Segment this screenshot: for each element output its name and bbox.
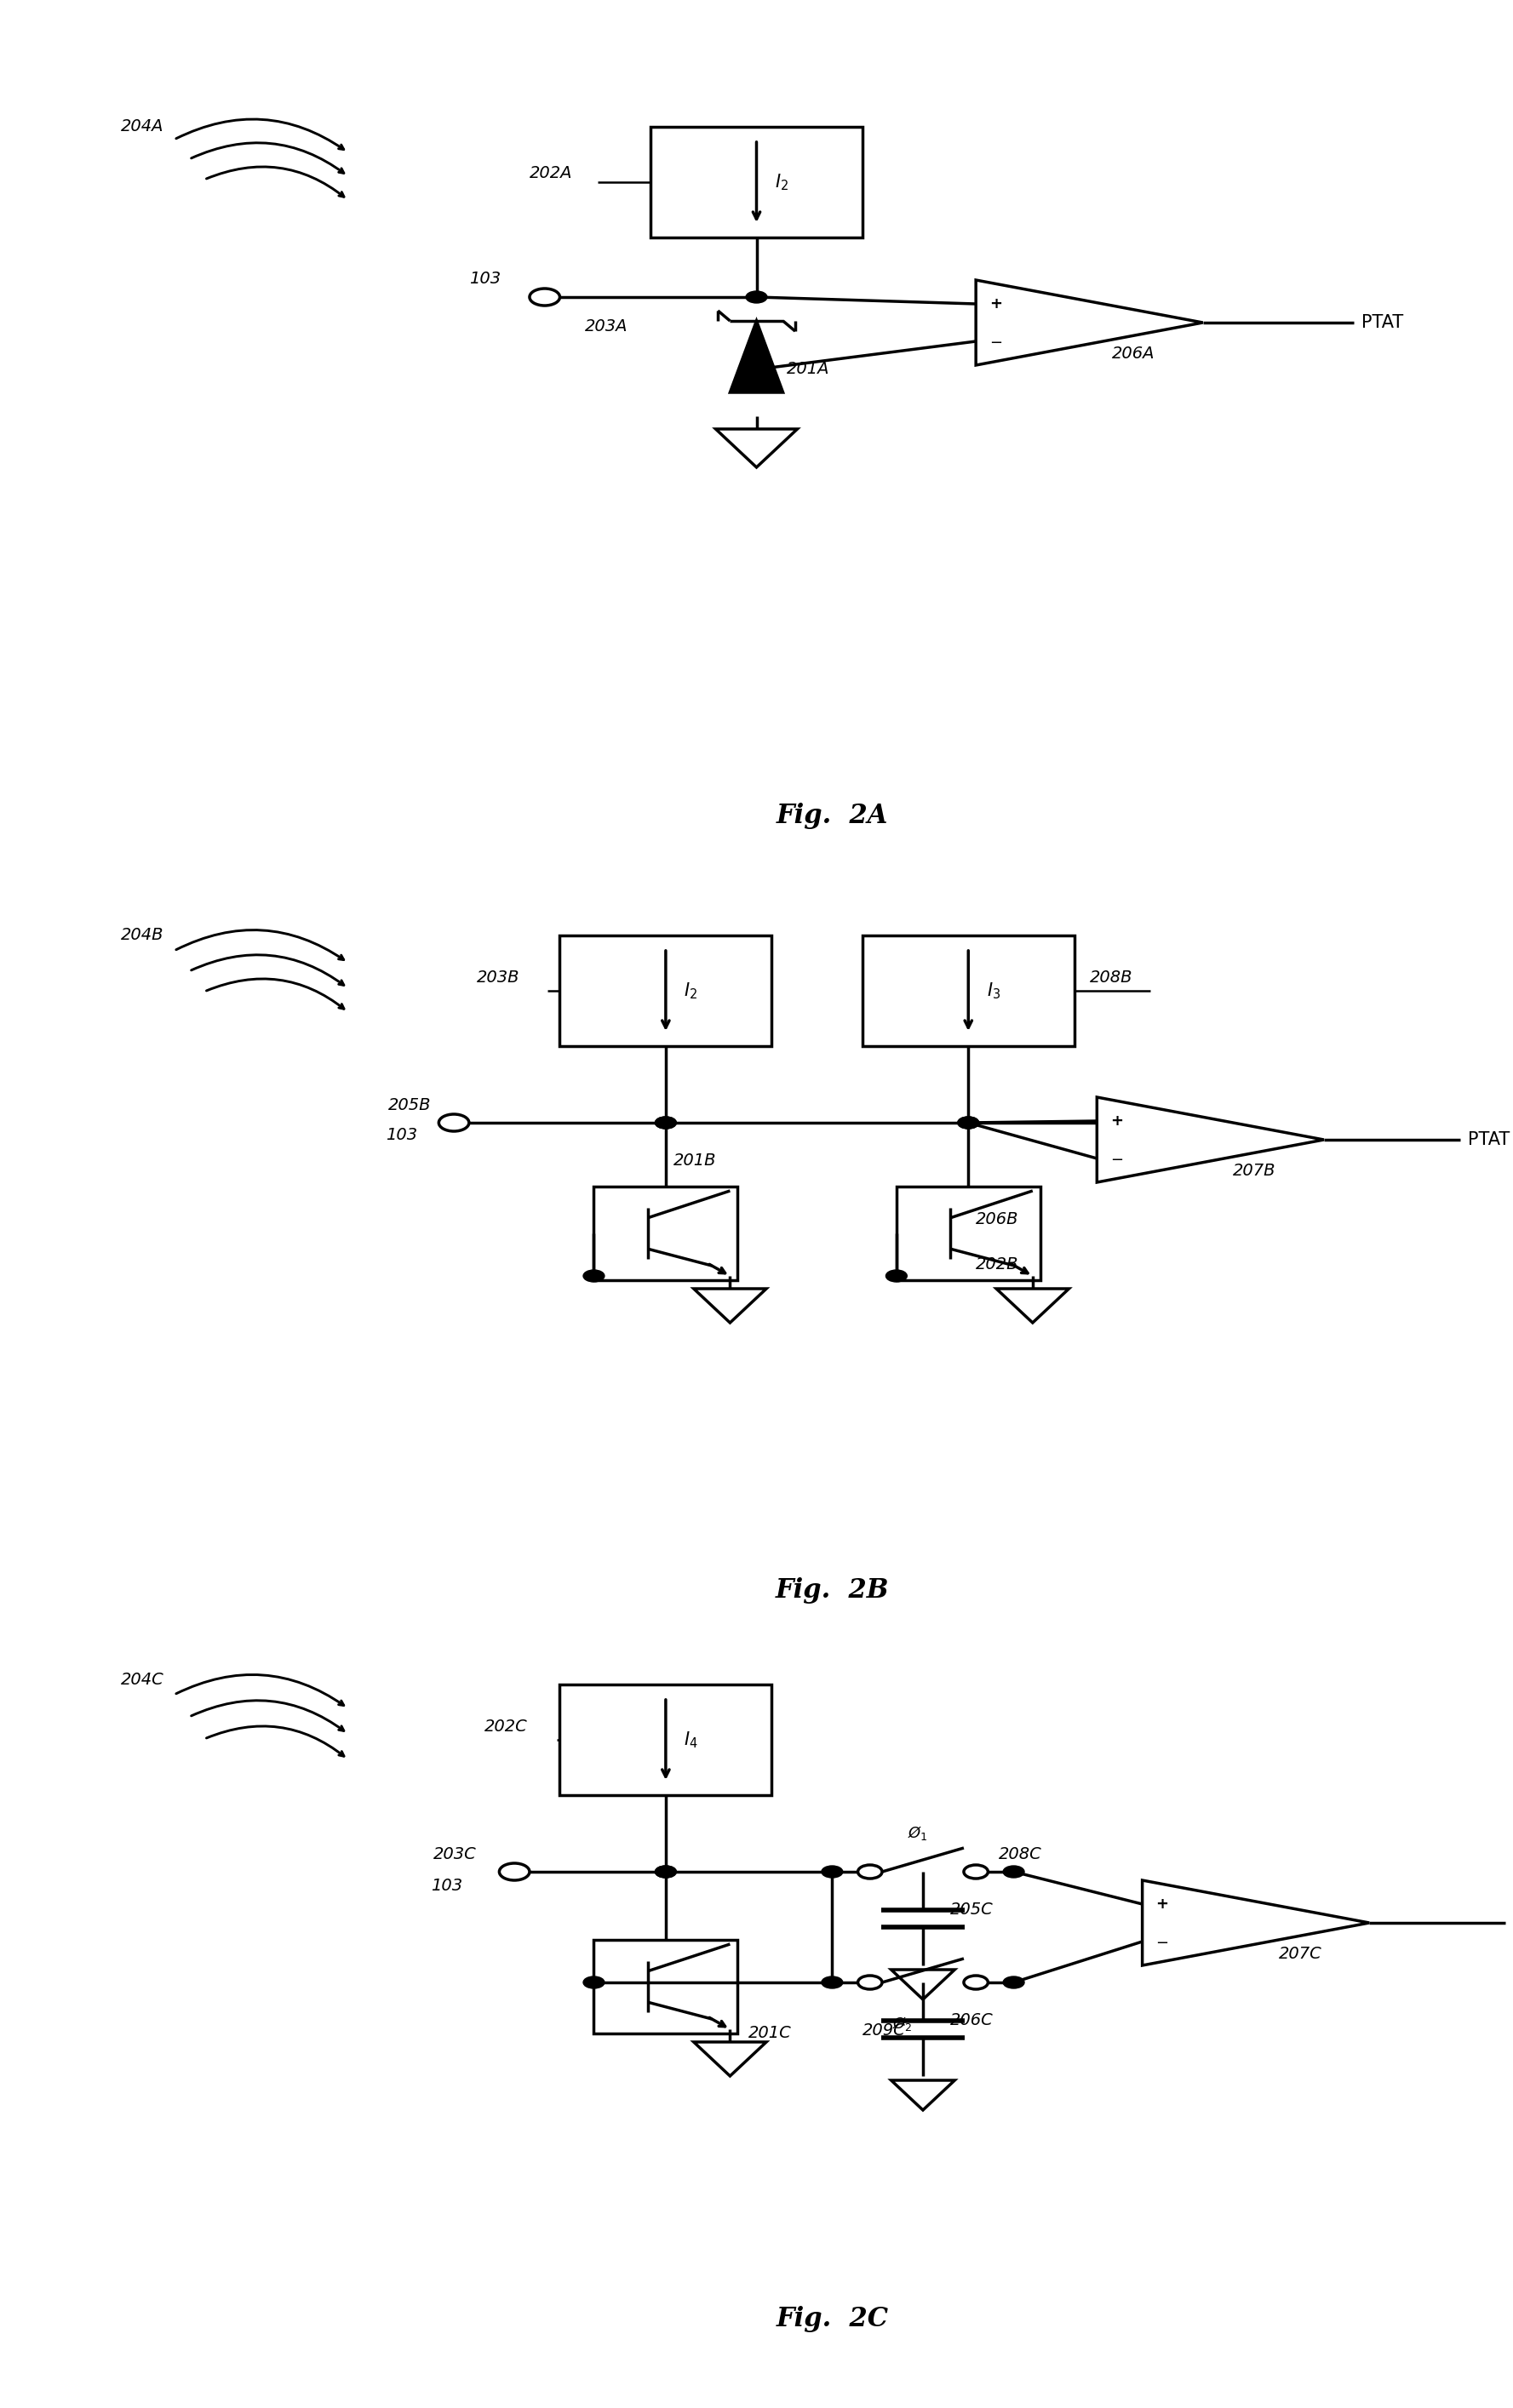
Text: 103: 103 — [431, 1878, 463, 1893]
Text: $Ø_1$: $Ø_1$ — [908, 1825, 927, 1842]
Circle shape — [887, 1269, 908, 1281]
Text: 208C: 208C — [999, 1847, 1042, 1861]
Bar — [651, 128, 862, 238]
Circle shape — [655, 1866, 676, 1878]
Circle shape — [655, 1866, 676, 1878]
Text: $Ø_2$: $Ø_2$ — [893, 2015, 912, 2032]
Circle shape — [958, 1117, 979, 1129]
Text: +: + — [990, 296, 1002, 311]
Text: 202A: 202A — [530, 166, 572, 181]
Text: Fig.  2C: Fig. 2C — [776, 2304, 888, 2331]
Text: 206C: 206C — [950, 2013, 994, 2028]
Text: 205B: 205B — [389, 1098, 431, 1112]
Bar — [560, 1686, 772, 1794]
Text: 208B: 208B — [1089, 970, 1132, 985]
Text: 203A: 203A — [586, 318, 628, 335]
Text: 206B: 206B — [976, 1211, 1018, 1228]
Text: 103: 103 — [386, 1127, 418, 1144]
Circle shape — [1003, 1866, 1024, 1878]
Bar — [560, 934, 772, 1045]
Text: $I_2$: $I_2$ — [775, 171, 788, 193]
Circle shape — [584, 1269, 605, 1281]
Circle shape — [746, 291, 767, 303]
Text: PTAT: PTAT — [1468, 1132, 1510, 1149]
Bar — [595, 1187, 738, 1281]
Circle shape — [655, 1117, 676, 1129]
Text: $I_2$: $I_2$ — [684, 980, 697, 1002]
Text: 103: 103 — [469, 270, 501, 287]
Text: 209C: 209C — [862, 2023, 906, 2040]
Text: 206A: 206A — [1112, 347, 1154, 361]
Text: 203B: 203B — [477, 970, 519, 985]
Circle shape — [1003, 1977, 1024, 1989]
Bar — [595, 1941, 738, 2032]
Text: Fig.  2A: Fig. 2A — [776, 804, 888, 828]
Text: 201A: 201A — [787, 361, 829, 378]
Circle shape — [822, 1866, 843, 1878]
Circle shape — [584, 1977, 605, 1989]
Text: $-$: $-$ — [1111, 1151, 1123, 1165]
Polygon shape — [731, 320, 784, 393]
Text: 201C: 201C — [749, 2025, 791, 2042]
Text: 205C: 205C — [950, 1902, 994, 1917]
Bar — [897, 1187, 1041, 1281]
Text: $-$: $-$ — [990, 335, 1002, 349]
Text: 202B: 202B — [976, 1257, 1018, 1271]
Text: 207C: 207C — [1278, 1946, 1322, 1963]
Text: +: + — [1111, 1112, 1123, 1129]
Text: $-$: $-$ — [1156, 1934, 1168, 1948]
Bar — [862, 934, 1074, 1045]
Text: 207B: 207B — [1233, 1163, 1275, 1180]
Text: PTAT: PTAT — [1362, 313, 1404, 332]
Text: Fig.  2B: Fig. 2B — [775, 1577, 890, 1604]
Text: 202C: 202C — [484, 1719, 528, 1734]
Text: 201B: 201B — [673, 1153, 716, 1168]
Circle shape — [958, 1117, 979, 1129]
Text: 204B: 204B — [121, 927, 163, 944]
Text: 204C: 204C — [121, 1671, 165, 1688]
Text: $I_3$: $I_3$ — [986, 980, 1000, 1002]
Circle shape — [822, 1977, 843, 1989]
Text: +: + — [1156, 1898, 1168, 1912]
Text: 203C: 203C — [433, 1847, 477, 1861]
Text: 204A: 204A — [121, 118, 163, 135]
Text: $I_4$: $I_4$ — [684, 1729, 697, 1751]
Circle shape — [655, 1117, 676, 1129]
